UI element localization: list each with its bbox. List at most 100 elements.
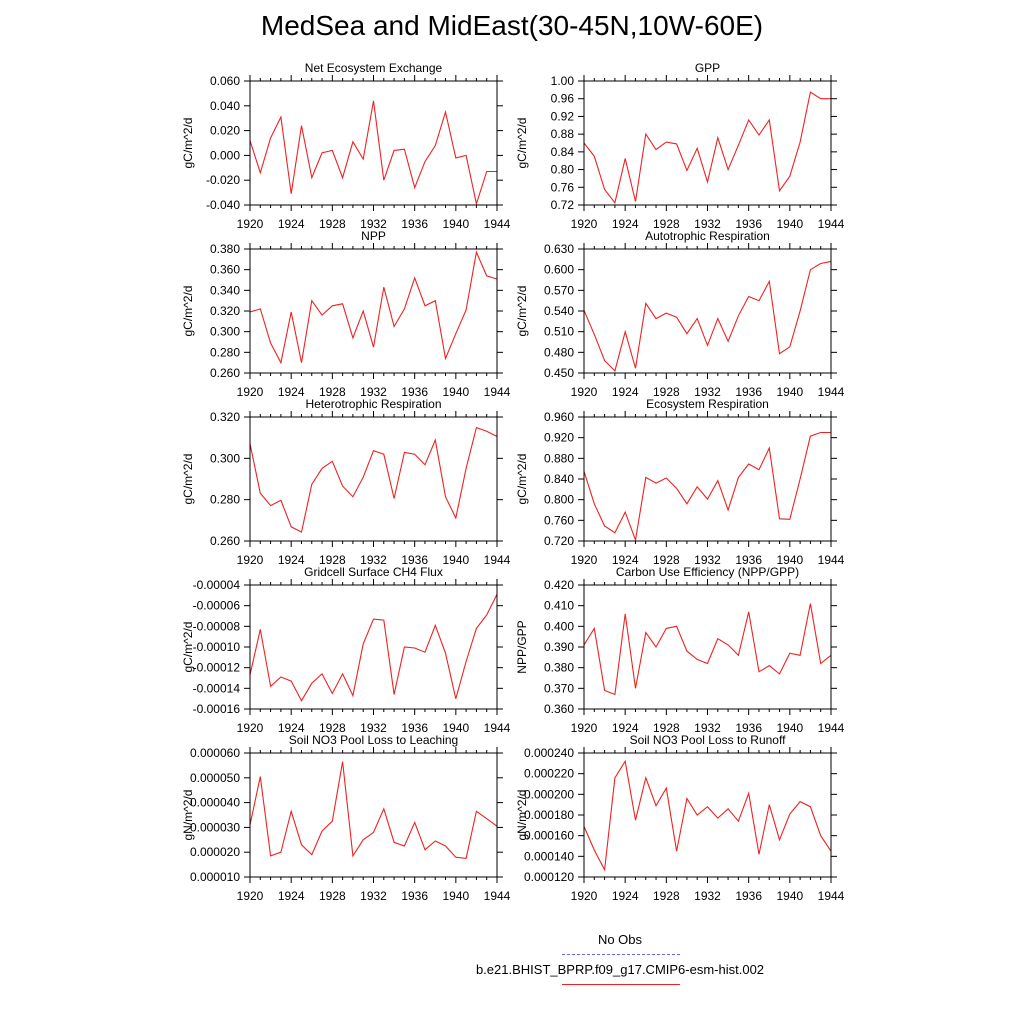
legend-line-model-run	[562, 984, 680, 985]
x-tick-label: 1924	[278, 217, 305, 231]
x-tick-label: 1936	[401, 553, 428, 567]
y-tick-label: 0.80	[551, 163, 575, 177]
y-tick-label: 0.92	[551, 109, 575, 123]
y-tick-label: -0.00008	[193, 619, 241, 633]
y-tick-label: -0.00012	[193, 661, 241, 675]
x-tick-label: 1928	[319, 217, 346, 231]
panel-soil-no3-pool-loss-to-runoff: Soil NO3 Pool Loss to Runoff 0.000120 0.00…	[515, 733, 845, 903]
panel-title: Carbon Use Efficiency (NPP/GPP)	[616, 565, 799, 579]
x-tick-label: 1924	[612, 385, 639, 399]
x-tick-label: 1944	[818, 721, 845, 735]
y-axis-label: gN/m^2/d	[515, 790, 529, 841]
series-line	[249, 594, 498, 702]
x-tick-label: 1940	[442, 385, 469, 399]
y-tick-label: -0.040	[206, 198, 240, 212]
x-tick-label: 1928	[653, 385, 680, 399]
x-tick-label: 1928	[319, 889, 346, 903]
x-tick-label: 1936	[401, 385, 428, 399]
x-tick-label: 1936	[401, 217, 428, 231]
x-tick-label: 1940	[442, 217, 469, 231]
y-tick-label: 0.840	[544, 472, 574, 486]
legend: No Obs b.e21.BHIST_BPRP.f09_g17.CMIP6-es…	[400, 928, 840, 998]
x-tick-label: 1936	[401, 721, 428, 735]
plot-frame	[583, 416, 832, 542]
x-tick-label: 1924	[612, 721, 639, 735]
y-axis-label: NPP/GPP	[515, 620, 529, 673]
panel-net-ecosystem-exchange: Net Ecosystem Exchange -0.040 -0.020 0.000 0…	[181, 61, 511, 231]
y-tick-label: 0.040	[210, 99, 240, 113]
x-tick-label: 1940	[776, 553, 803, 567]
y-tick-label: 0.480	[544, 345, 574, 359]
x-tick-label: 1920	[571, 385, 598, 399]
x-tick-label: 1932	[694, 553, 721, 567]
y-tick-label: -0.020	[206, 173, 240, 187]
plot-frame	[249, 248, 498, 374]
x-tick-label: 1924	[612, 889, 639, 903]
x-tick-label: 1944	[484, 385, 511, 399]
y-axis-label: gC/m^2/d	[181, 286, 195, 337]
x-tick-label: 1928	[653, 217, 680, 231]
x-tick-label: 1940	[776, 385, 803, 399]
x-tick-label: 1920	[571, 721, 598, 735]
y-axis-label: gC/m^2/d	[515, 286, 529, 337]
x-tick-label: 1928	[653, 721, 680, 735]
y-tick-label: -0.00006	[193, 599, 241, 613]
y-tick-label: 0.000060	[190, 746, 240, 760]
x-tick-label: 1944	[484, 553, 511, 567]
y-tick-label: 0.300	[210, 451, 240, 465]
x-tick-label: 1928	[653, 889, 680, 903]
x-tick-label: 1936	[735, 385, 762, 399]
y-tick-label: 0.960	[544, 410, 574, 424]
x-tick-label: 1928	[319, 385, 346, 399]
y-tick-label: 0.450	[544, 366, 574, 380]
x-tick-label: 1924	[278, 889, 305, 903]
y-axis-label: gC/m^2/d	[181, 118, 195, 169]
y-tick-label: 0.000050	[190, 771, 240, 785]
y-tick-label: 0.76	[551, 180, 575, 194]
y-tick-label: 0.000020	[190, 845, 240, 859]
plot-frame	[583, 80, 832, 206]
x-tick-label: 1936	[401, 889, 428, 903]
x-tick-label: 1932	[360, 385, 387, 399]
y-tick-label: 0.630	[544, 242, 574, 256]
y-tick-label: 0.72	[551, 198, 575, 212]
y-axis-label: gN/m^2/d	[181, 790, 195, 841]
x-tick-label: 1928	[653, 553, 680, 567]
panel-title: Soil NO3 Pool Loss to Runoff	[630, 733, 787, 747]
series-line	[249, 761, 498, 860]
y-tick-label: 0.570	[544, 283, 574, 297]
legend-line-no-obs	[562, 954, 680, 955]
y-axis-label: gC/m^2/d	[515, 454, 529, 505]
y-tick-label: 0.390	[544, 640, 574, 654]
y-tick-label: -0.00016	[193, 702, 241, 716]
x-tick-label: 1932	[694, 385, 721, 399]
panel-title: NPP	[361, 229, 386, 243]
y-tick-label: -0.00014	[193, 681, 241, 695]
x-tick-label: 1920	[571, 889, 598, 903]
y-tick-label: 0.920	[544, 431, 574, 445]
x-tick-label: 1932	[694, 217, 721, 231]
legend-label-no-obs: No Obs	[597, 932, 643, 947]
y-tick-label: 0.280	[210, 493, 240, 507]
y-tick-label: 0.800	[544, 493, 574, 507]
x-tick-label: 1924	[278, 721, 305, 735]
y-tick-label: 0.000160	[524, 829, 574, 843]
y-tick-label: 0.360	[210, 263, 240, 277]
panel-title: Ecosystem Respiration	[646, 397, 769, 411]
x-tick-label: 1944	[818, 889, 845, 903]
panel-heterotrophic-respiration: Heterotrophic Respiration 0.260 0.280 0.300…	[181, 397, 511, 567]
y-tick-label: 0.510	[544, 325, 574, 339]
x-tick-label: 1920	[571, 553, 598, 567]
y-tick-label: 0.880	[544, 451, 574, 465]
y-tick-label: 0.000120	[524, 870, 574, 884]
x-tick-label: 1940	[776, 217, 803, 231]
panel-title: Net Ecosystem Exchange	[305, 61, 443, 75]
y-tick-label: 0.000040	[190, 796, 240, 810]
x-tick-label: 1936	[735, 721, 762, 735]
y-tick-label: 0.380	[544, 661, 574, 675]
x-tick-label: 1920	[237, 385, 264, 399]
y-tick-label: 0.000	[210, 148, 240, 162]
plot-frame	[583, 584, 832, 710]
series-line	[583, 603, 832, 696]
x-tick-label: 1920	[237, 553, 264, 567]
